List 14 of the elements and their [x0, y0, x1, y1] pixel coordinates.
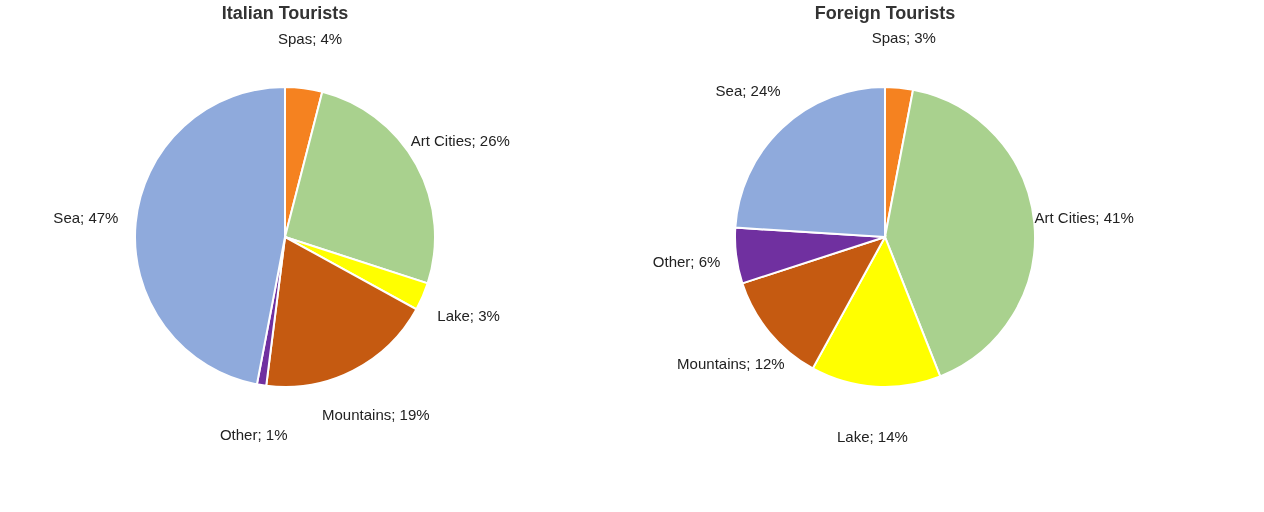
slice-label: Lake; 14%	[837, 427, 908, 445]
chart-title: Italian Tourists	[221, 3, 349, 23]
chart-title: Foreign Tourists	[814, 3, 956, 23]
slice-label: Mountains; 19%	[322, 406, 430, 424]
slice-label: Sea; 24%	[715, 82, 781, 100]
slice-label: Lake; 3%	[437, 307, 500, 325]
slice-label: Other; 6%	[652, 253, 721, 271]
slice-label: Art Cities; 26%	[410, 131, 510, 149]
slice-label: Spas; 4%	[277, 29, 343, 47]
slice-label: Art Cities; 41%	[1034, 209, 1134, 227]
slice-label: Spas; 3%	[871, 28, 936, 46]
slice-label: Sea; 47%	[53, 209, 119, 227]
slice-label: Other; 1%	[219, 425, 288, 443]
slice-label: Mountains; 12%	[677, 355, 785, 373]
